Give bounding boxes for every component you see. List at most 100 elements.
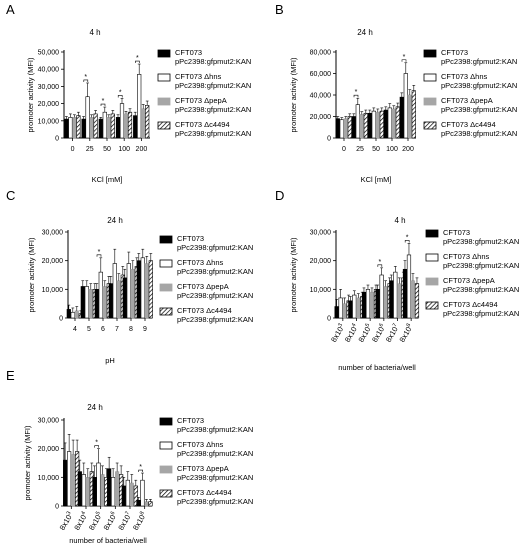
x-tick-label: 0 — [342, 146, 346, 153]
bar-1-2 — [77, 471, 82, 507]
significance-bracket — [138, 469, 143, 473]
legend-label-line1: CFT073 — [177, 234, 204, 243]
x-tick-label: 8x106 — [102, 511, 119, 532]
legend-swatch-3 — [159, 465, 173, 474]
bar-1-3 — [94, 289, 99, 319]
bar-1-2 — [348, 300, 353, 319]
significance-mark: * — [119, 89, 122, 96]
x-tick-label: 6 — [101, 326, 105, 333]
significance-mark: * — [403, 54, 406, 61]
bar-1-4 — [375, 289, 380, 319]
legend-swatch-4 — [157, 121, 171, 130]
bar-1-1 — [335, 118, 340, 139]
y-tick-label: 0 — [55, 136, 59, 143]
panel-title: 24 h — [107, 216, 123, 225]
bar-1-5 — [122, 277, 127, 319]
bar-3-5 — [397, 283, 402, 319]
bar-2-2 — [81, 474, 86, 507]
bar-3-4 — [115, 471, 120, 507]
bar-1-4 — [107, 468, 112, 507]
significance-bracket — [135, 60, 140, 64]
legend-label-line2: pPc2398:gfpmut2:KAN — [177, 291, 253, 300]
legend-label-line2: pPc2398:gfpmut2:KAN — [441, 105, 517, 114]
significance-mark: * — [95, 440, 98, 447]
bar-1-3 — [98, 118, 103, 139]
x-tick-label: 9 — [143, 326, 147, 333]
legend-label-line2: pPc2398:gfpmut2:KAN — [175, 105, 251, 114]
panel-title: 4 h — [394, 216, 405, 225]
legend-label-line2: pPc2398:gfpmut2:KAN — [441, 129, 517, 138]
bar-2-1 — [338, 297, 343, 319]
x-tick-label: 50 — [103, 146, 111, 153]
bar-3-5 — [407, 94, 412, 139]
x-tick-label: 0 — [71, 146, 75, 153]
legend-swatch-1 — [159, 235, 173, 244]
bar-1-5 — [121, 485, 126, 507]
legend-label-line2: pPc2398:gfpmut2:KAN — [177, 497, 253, 506]
panel-letter: D — [275, 188, 284, 203]
y-tick-label: 80,000 — [310, 50, 332, 57]
significance-mark: * — [98, 249, 101, 256]
y-tick-label: 10,000 — [310, 287, 332, 294]
bar-1-3 — [92, 477, 97, 507]
bar-4-1 — [76, 115, 81, 139]
bar-2-6 — [406, 254, 412, 319]
legend-swatch-1 — [159, 417, 173, 426]
significance-bracket — [117, 95, 123, 98]
legend-label-line2: pPc2398:gfpmut2:KAN — [175, 81, 251, 90]
legend-label-line1: CFT073 Δc4494 — [441, 120, 496, 129]
panel-letter: E — [6, 368, 15, 383]
legend-label-line2: pPc2398:gfpmut2:KAN — [443, 309, 519, 318]
bar-4-4 — [395, 106, 400, 139]
significance-bracket — [96, 254, 102, 257]
significance-bracket — [94, 445, 99, 448]
legend-label-line2: pPc2398:gfpmut2:KAN — [443, 237, 519, 246]
legend-label-line1: CFT073 ΔpepA — [443, 276, 495, 285]
bar-2-1 — [339, 119, 344, 139]
bar-2-4 — [119, 103, 125, 139]
legend-swatch-3 — [157, 97, 171, 106]
bar-2-5 — [403, 73, 408, 139]
legend-swatch-2 — [159, 259, 173, 268]
bar-2-6 — [140, 257, 145, 319]
bar-3-1 — [74, 310, 79, 319]
bar-3-6 — [144, 263, 149, 319]
bar-1-1 — [334, 306, 339, 319]
bar-2-4 — [112, 263, 117, 319]
x-tick-label: 8x108 — [397, 323, 414, 344]
legend-label-line2: pPc2398:gfpmut2:KAN — [177, 315, 253, 324]
x-axis-label: pH — [105, 356, 115, 365]
x-tick-label: 100 — [386, 146, 398, 153]
bar-3-5 — [130, 268, 135, 319]
x-tick-label: 100 — [118, 146, 130, 153]
significance-bracket — [377, 264, 383, 267]
bar-1-6 — [136, 260, 141, 319]
bar-4-2 — [363, 112, 368, 139]
bar-1-5 — [389, 280, 394, 319]
bar-1-5 — [133, 115, 138, 139]
bar-2-2 — [85, 96, 90, 139]
bar-4-5 — [411, 90, 416, 139]
legend-swatch-3 — [425, 277, 439, 286]
bar-2-2 — [352, 294, 357, 319]
bar-1-1 — [64, 118, 69, 139]
x-tick-label: 8x104 — [72, 511, 89, 532]
legend-label-line2: pPc2398:gfpmut2:KAN — [175, 129, 251, 138]
bar-1-4 — [108, 283, 113, 319]
legend-label-line2: pPc2398:gfpmut2:KAN — [177, 449, 253, 458]
legend-label-line2: pPc2398:gfpmut2:KAN — [177, 473, 253, 482]
y-tick-label: 20,000 — [310, 114, 332, 121]
significance-mark: * — [136, 55, 139, 62]
bar-2-3 — [96, 462, 101, 507]
panel-c: C 24 h promoter activity (MFI) 0 10,000 20,00… — [6, 188, 253, 365]
bar-3-1 — [343, 118, 348, 139]
bar-2-4 — [111, 477, 116, 507]
legend-swatch-3 — [159, 283, 173, 292]
bar-4-6 — [414, 283, 420, 319]
bar-4-6 — [148, 260, 153, 319]
y-tick-label: 20,000 — [38, 446, 60, 453]
x-tick-label: 50 — [372, 146, 380, 153]
